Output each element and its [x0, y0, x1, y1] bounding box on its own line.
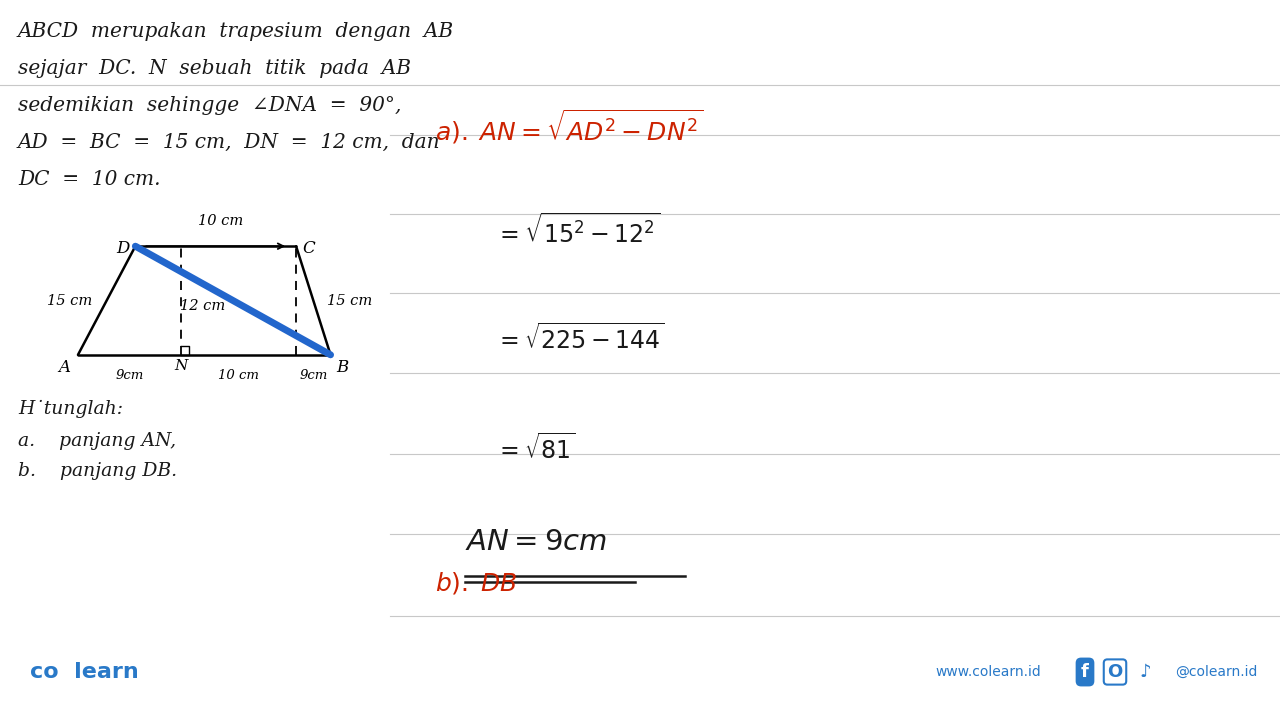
Text: www.colearn.id: www.colearn.id: [934, 665, 1041, 679]
Text: ♪: ♪: [1139, 663, 1151, 681]
Text: DC  =  10 cm.: DC = 10 cm.: [18, 170, 160, 189]
Text: D: D: [116, 240, 129, 257]
Text: $AN=9cm$: $AN=9cm$: [465, 528, 607, 556]
Text: B: B: [337, 359, 349, 376]
Text: 10 cm: 10 cm: [218, 369, 260, 382]
Text: $=\sqrt{225-144}$: $=\sqrt{225-144}$: [495, 323, 664, 354]
Text: 15 cm: 15 cm: [47, 294, 92, 307]
Text: co  learn: co learn: [29, 662, 138, 682]
Text: 9cm: 9cm: [115, 369, 143, 382]
Text: N: N: [174, 359, 188, 373]
Text: 10 cm: 10 cm: [198, 215, 243, 228]
Text: 9cm: 9cm: [300, 369, 328, 382]
Text: b.    panjang DB.: b. panjang DB.: [18, 462, 177, 480]
Text: AD  =  BC  =  15 cm,  DN  =  12 cm,  dan: AD = BC = 15 cm, DN = 12 cm, dan: [18, 133, 440, 152]
Text: 12 cm: 12 cm: [180, 299, 225, 312]
Text: A: A: [58, 359, 70, 376]
Text: @colearn.id: @colearn.id: [1175, 665, 1257, 679]
Text: $a).\;AN=\sqrt{AD^2-DN^2}$: $a).\;AN=\sqrt{AD^2-DN^2}$: [435, 108, 704, 146]
Text: C: C: [302, 240, 315, 257]
Text: H˙tunglah:: H˙tunglah:: [18, 400, 123, 418]
Text: $b).\;DB$: $b).\;DB$: [435, 570, 517, 596]
Text: $=\sqrt{81}$: $=\sqrt{81}$: [495, 433, 576, 464]
Text: sejajar  DC.  N  sebuah  titik  pada  AB: sejajar DC. N sebuah titik pada AB: [18, 59, 411, 78]
Text: f: f: [1082, 663, 1089, 681]
Text: 15 cm: 15 cm: [328, 294, 372, 307]
Text: $=\sqrt{15^2-12^2}$: $=\sqrt{15^2-12^2}$: [495, 213, 660, 248]
Text: a.    panjang AN,: a. panjang AN,: [18, 432, 177, 450]
Text: O: O: [1107, 663, 1123, 681]
Text: ABCD  merupakan  trapesium  dengan  AB: ABCD merupakan trapesium dengan AB: [18, 22, 454, 41]
Text: sedemikian  sehingge  ∠DNA  =  90°,: sedemikian sehingge ∠DNA = 90°,: [18, 96, 402, 115]
